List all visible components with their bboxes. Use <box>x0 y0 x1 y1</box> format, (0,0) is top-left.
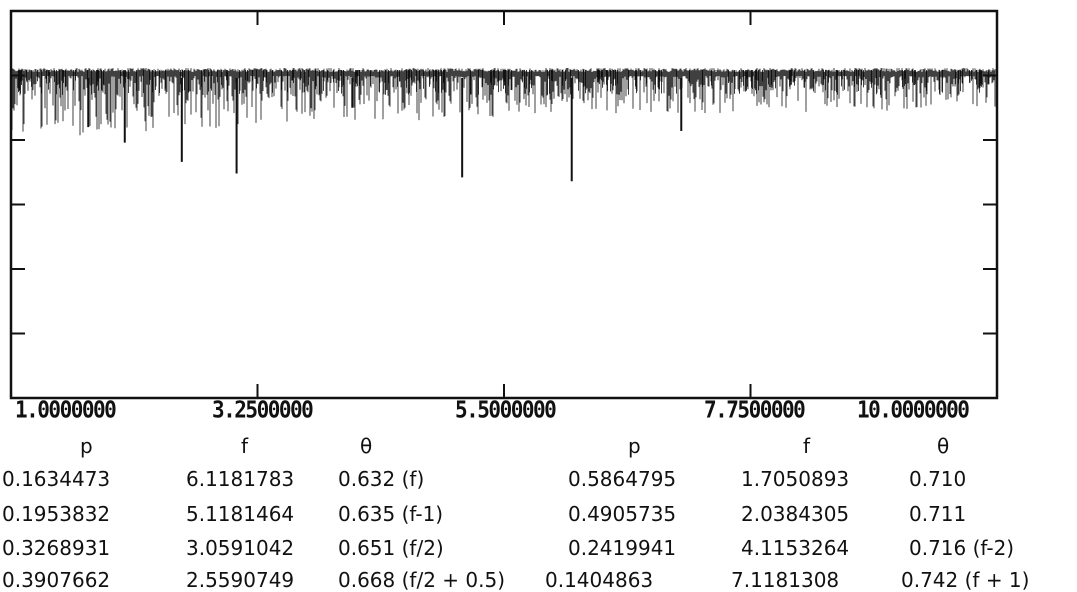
table-cell: 2.5590749 <box>186 568 295 592</box>
table-cell: 5.1181464 <box>186 502 295 526</box>
table-cell: 0.632 (f) <box>338 467 425 491</box>
table-cell: 3.0591042 <box>186 536 295 560</box>
dip-lines <box>87 78 683 182</box>
plot-frame <box>9 9 999 400</box>
table-cell: 0.2419941 <box>568 536 677 560</box>
table-cell: 4.1153264 <box>741 536 850 560</box>
table-cell: 0.711 <box>909 502 967 526</box>
column-header-theta: θ <box>937 434 950 458</box>
table-cell: 0.3907662 <box>2 568 111 592</box>
table-cell: 0.635 (f-1) <box>338 502 444 526</box>
table-cell: 0.5864795 <box>568 467 677 491</box>
table-cell: 0.1953832 <box>2 502 111 526</box>
table-cell: 1.7050893 <box>741 467 850 491</box>
table-cell: 7.1181308 <box>731 568 840 592</box>
table-cell: 0.4905735 <box>568 502 677 526</box>
x-tick-label: 5.5000000 <box>455 396 557 424</box>
column-header-p: p <box>80 434 93 458</box>
x-tick-label: 1.0000000 <box>15 396 117 424</box>
periodogram-chart <box>9 9 999 400</box>
column-header-f: f <box>803 434 811 458</box>
table-cell: 0.742 (f + 1) <box>901 568 1030 592</box>
x-tick-label: 10.0000000 <box>857 396 970 424</box>
series-line <box>11 68 996 136</box>
table-cell: 6.1181783 <box>186 467 295 491</box>
column-header-theta: θ <box>360 434 373 458</box>
table-cell: 0.3268931 <box>2 536 111 560</box>
column-header-f: f <box>241 434 249 458</box>
x-tick-label: 7.7500000 <box>704 396 806 424</box>
table-cell: 2.0384305 <box>741 502 850 526</box>
table-cell: 0.710 <box>909 467 967 491</box>
table-cell: 0.1404863 <box>545 568 654 592</box>
axis-ticks <box>10 11 998 398</box>
table-cell: 0.1634473 <box>2 467 111 491</box>
table-cell: 0.716 (f-2) <box>909 536 1015 560</box>
table-cell: 0.651 (f/2) <box>338 536 444 560</box>
table-cell: 0.668 (f/2 + 0.5) <box>338 568 506 592</box>
column-header-p: p <box>628 434 641 458</box>
x-tick-label: 3.2500000 <box>212 396 314 424</box>
